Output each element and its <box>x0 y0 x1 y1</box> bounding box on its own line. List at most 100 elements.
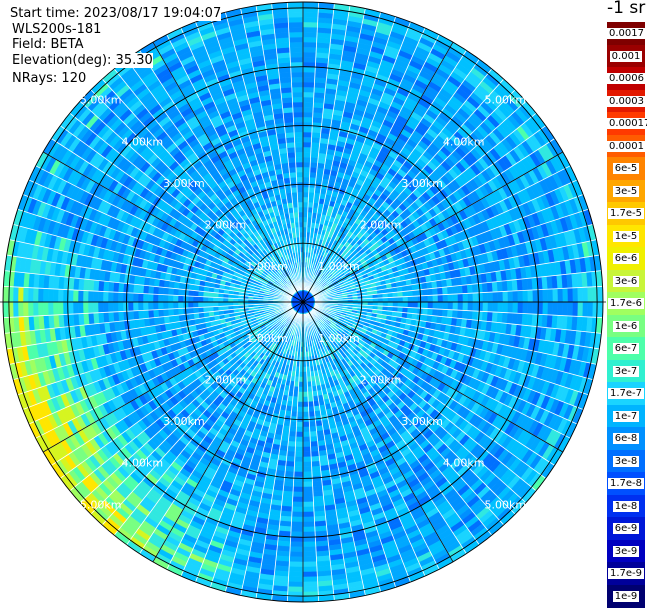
ppi-cell <box>467 301 474 312</box>
ppi-cell <box>542 301 549 316</box>
ppi-cell <box>422 295 429 303</box>
ppi-cell <box>407 301 414 308</box>
ppi-cell <box>309 431 318 438</box>
ppi-cell <box>312 112 324 119</box>
ppi-cell <box>407 296 414 303</box>
ppi-cell <box>302 186 310 193</box>
ppi-cell <box>292 496 304 503</box>
ppi-cell <box>377 301 384 307</box>
ppi-cell <box>296 411 304 418</box>
ppi-cell <box>302 521 315 528</box>
ppi-cell <box>302 401 309 408</box>
ppi-cell <box>302 51 317 58</box>
ppi-cell <box>302 31 318 38</box>
ppi-cell <box>456 285 463 295</box>
ppi-cell <box>452 293 459 303</box>
ppi-cell <box>292 486 304 493</box>
ppi-cell <box>302 36 318 43</box>
ppi-cell <box>302 541 317 548</box>
ppi-cell <box>567 301 574 317</box>
ppi-cell <box>432 287 439 296</box>
ppi-cell <box>291 516 304 523</box>
ppi-cell <box>295 426 304 433</box>
ppi-cell <box>302 16 319 23</box>
ppi-cell <box>296 421 304 428</box>
ppi-cell <box>302 111 314 118</box>
ppi-cell <box>492 291 499 303</box>
ppi-cell <box>527 301 534 315</box>
ppi-cell <box>387 297 394 303</box>
ppi-cell <box>452 301 459 311</box>
ppi-cell <box>309 426 317 433</box>
ppi-cell <box>312 495 325 502</box>
ppi-cell <box>502 301 509 313</box>
ppi-cell <box>302 71 316 78</box>
ppi-cell <box>302 396 309 403</box>
ppi-cell <box>286 450 296 457</box>
ppi-cell <box>310 450 320 457</box>
ppi-cell <box>311 122 323 129</box>
ppi-cell <box>482 301 489 312</box>
ppi-cell <box>302 421 310 428</box>
ppi-cell <box>517 290 524 303</box>
ppi-cell <box>427 288 434 296</box>
ppi-cell <box>542 288 549 303</box>
ppi-cell <box>288 436 297 443</box>
ppi-cell <box>472 292 479 303</box>
ppi-cell <box>487 301 494 313</box>
ppi-cell <box>294 446 304 453</box>
ppi-cell <box>562 287 569 303</box>
ppi-cell <box>476 310 483 322</box>
ppi-cell <box>297 391 304 398</box>
ppi-cell <box>294 456 304 463</box>
ppi-cell <box>288 566 304 573</box>
ppi-cell <box>532 301 539 315</box>
ppi-cell <box>302 431 311 438</box>
ppi-cell <box>291 521 304 528</box>
ppi-cell <box>281 495 294 502</box>
ppi-cell <box>497 301 504 313</box>
ppi-cell <box>283 475 295 482</box>
ppi-cell <box>289 426 297 433</box>
ppi-cell <box>502 291 509 303</box>
ppi-cell <box>507 290 514 303</box>
ppi-cell <box>437 287 444 296</box>
ppi-cell <box>291 401 298 408</box>
ppi-cell <box>302 2 319 8</box>
ppi-cell <box>382 297 389 303</box>
ppi-cell <box>290 411 298 418</box>
ppi-cell <box>302 491 314 498</box>
ppi-cell <box>312 480 323 487</box>
ppi-cell <box>522 290 529 303</box>
ppi-cell <box>309 171 317 178</box>
ppi-cell <box>311 137 321 144</box>
ppi-cell <box>310 156 319 163</box>
ppi-cell <box>491 311 498 323</box>
ppi-cell <box>432 308 439 317</box>
ppi-cell <box>297 401 304 408</box>
ppi-cell <box>487 291 494 303</box>
ppi-cell <box>302 171 311 178</box>
ppi-cell <box>287 441 296 448</box>
ppi-cell <box>557 288 564 303</box>
ppi-cell <box>467 292 474 303</box>
ppi-cell <box>311 132 321 139</box>
ppi-cell <box>302 11 319 18</box>
ppi-cell <box>302 151 312 158</box>
ppi-cell <box>302 531 316 538</box>
ppi-cell <box>462 293 469 303</box>
ppi-cell <box>472 301 479 312</box>
ppi-cell <box>291 506 304 513</box>
ppi-cell <box>302 471 313 478</box>
ppi-cell <box>461 310 468 320</box>
ppi-cell <box>302 116 313 123</box>
ppi-cell <box>557 301 564 316</box>
ppi-cell <box>302 196 309 203</box>
ppi-cell <box>310 151 319 159</box>
ppi-cell <box>422 301 429 309</box>
ppi-cell <box>302 476 313 483</box>
ppi-cell <box>577 287 584 303</box>
ppi-cell <box>302 556 317 563</box>
ppi-cell <box>294 451 304 458</box>
ppi-cell <box>302 26 318 33</box>
